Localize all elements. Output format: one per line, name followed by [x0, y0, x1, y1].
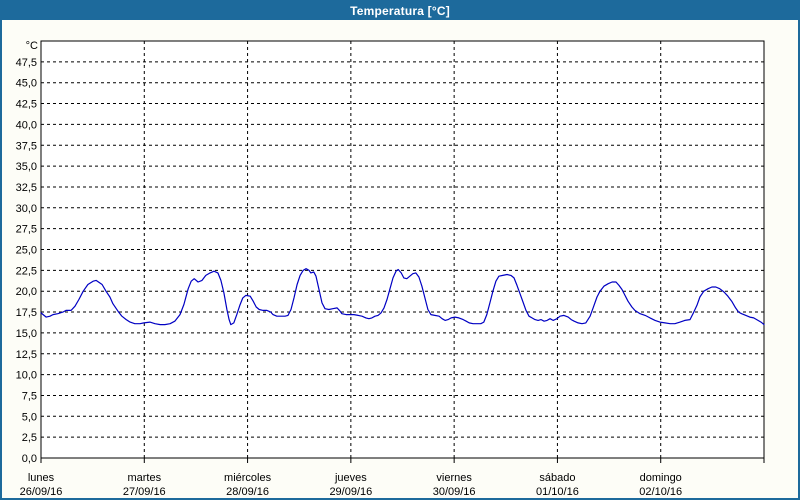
y-axis-label: 5,0 — [22, 411, 37, 423]
x-axis-day-label: domingo — [640, 472, 682, 484]
x-axis-date-label: 27/09/16 — [123, 486, 166, 498]
y-axis-label: 42,5 — [16, 99, 37, 111]
y-axis-label: 45,0 — [16, 78, 37, 90]
y-axis-label: 47,5 — [16, 57, 37, 69]
y-axis-label: 12,5 — [16, 349, 37, 361]
y-axis-label: 20,0 — [16, 286, 37, 298]
window-title: Temperatura [°C] — [350, 4, 450, 18]
y-axis-label: 35,0 — [16, 161, 37, 173]
y-axis-label: 17,5 — [16, 307, 37, 319]
x-axis-day-label: viernes — [436, 472, 472, 484]
temperature-chart: 0,0 2,5 5,0 7,5 10,0 12,5 15,0 17,5 20,0 22,5 25,0… — [16, 40, 765, 498]
y-axis-label: 37,5 — [16, 140, 37, 152]
y-axis-label: 22,5 — [16, 265, 37, 277]
y-axis-label: 10,0 — [16, 370, 37, 382]
x-axis-date-label: 01/10/16 — [536, 486, 579, 498]
y-axis-label: 2,5 — [22, 432, 37, 444]
y-axis-label: 30,0 — [16, 203, 37, 215]
temperature-line — [40, 268, 765, 326]
x-axis-day-label: sábado — [539, 472, 575, 484]
y-axis-label: 32,5 — [16, 182, 37, 194]
x-axis-day-label: jueves — [334, 472, 367, 484]
x-axis-day-label: lunes — [28, 472, 55, 484]
window-title-bar[interactable]: Temperatura [°C] — [2, 2, 798, 20]
x-axis-date-label: 02/10/16 — [639, 486, 682, 498]
x-axis-date-label: 26/09/16 — [20, 486, 63, 498]
y-axis-label: 40,0 — [16, 119, 37, 131]
x-axis-day-label: miércoles — [224, 472, 272, 484]
y-axis-label: 7,5 — [22, 390, 37, 402]
chart-area: 0,0 2,5 5,0 7,5 10,0 12,5 15,0 17,5 20,0 22,5 25,0… — [2, 20, 798, 498]
y-axis-label: 27,5 — [16, 224, 37, 236]
x-axis-date-label: 30/09/16 — [433, 486, 476, 498]
x-axis-day-label: martes — [127, 472, 161, 484]
y-axis-label: 0,0 — [22, 453, 37, 465]
x-axis-date-label: 29/09/16 — [329, 486, 372, 498]
x-axis-date-label: 28/09/16 — [226, 486, 269, 498]
y-axis-unit-label: °C — [26, 40, 38, 52]
y-axis-label: 25,0 — [16, 245, 37, 257]
y-axis-label: 15,0 — [16, 328, 37, 340]
